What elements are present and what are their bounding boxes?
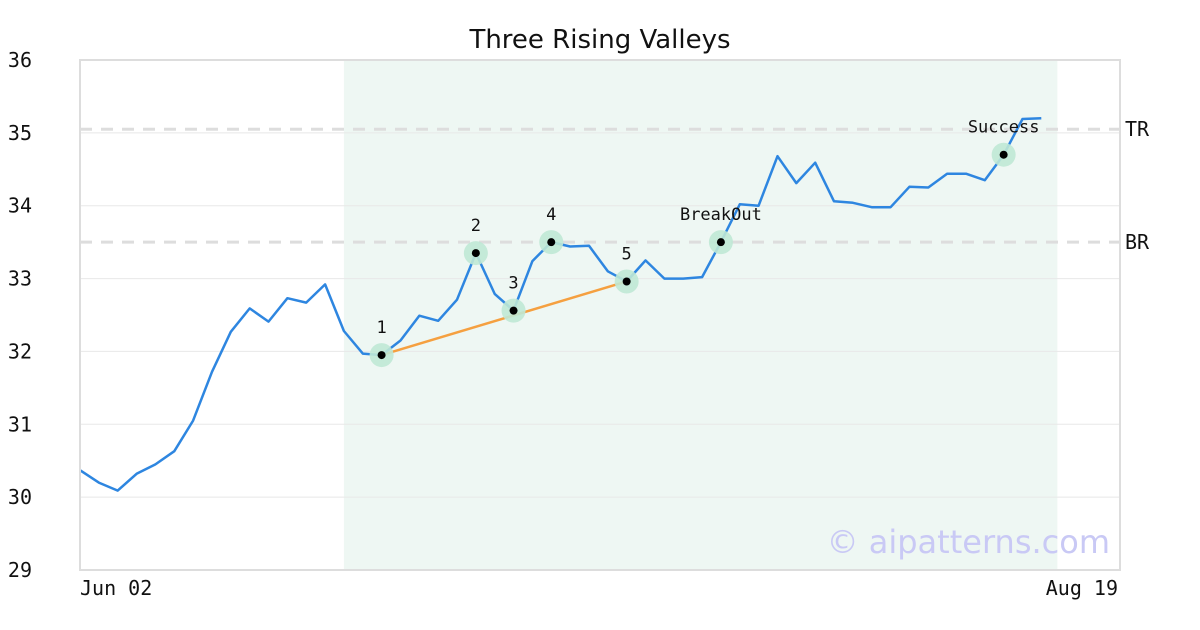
marker-label-breakout: BreakOut <box>680 205 762 225</box>
marker-label-success: Success <box>968 118 1040 138</box>
y-tick-label: 31 <box>8 412 32 436</box>
marker-label-2: 2 <box>471 216 481 236</box>
marker-label-4: 4 <box>546 205 556 225</box>
marker-dot-3 <box>509 306 518 315</box>
level-label-tr: TR <box>1125 117 1150 141</box>
pattern-region-shade <box>343 60 1058 570</box>
y-tick-label: 34 <box>8 194 32 218</box>
gridlines <box>80 132 1120 498</box>
y-tick-label: 33 <box>8 267 32 291</box>
watermark: © aipatterns.com <box>827 523 1110 561</box>
y-axis-ticks: 29 30 31 32 33 34 35 36 <box>8 48 32 582</box>
marker-label-1: 1 <box>376 318 386 338</box>
y-tick-label: 30 <box>8 485 32 509</box>
x-tick-end: Aug 19 <box>1046 576 1118 600</box>
marker-dot-1 <box>377 351 386 360</box>
pattern-markers: 1 2 3 4 5 BreakOut Success <box>369 118 1040 368</box>
marker-dot-success <box>999 150 1008 159</box>
valley-trend-line <box>381 280 628 357</box>
level-label-br: BR <box>1125 230 1150 254</box>
marker-dot-2 <box>471 249 480 258</box>
marker-label-3: 3 <box>508 274 518 294</box>
level-lines: TR BR <box>80 117 1150 254</box>
marker-dot-5 <box>622 277 631 286</box>
shaded-pattern-region <box>343 60 1058 570</box>
trend-line <box>381 280 628 357</box>
y-tick-label: 36 <box>8 48 32 72</box>
chart-title: Three Rising Valleys <box>468 25 730 55</box>
y-tick-label: 29 <box>8 558 32 582</box>
marker-dot-4 <box>547 238 556 247</box>
y-tick-label: 32 <box>8 339 32 363</box>
plot-frame <box>79 59 1121 571</box>
marker-label-5: 5 <box>622 244 632 264</box>
x-tick-start: Jun 02 <box>80 576 152 600</box>
y-tick-label: 35 <box>8 121 32 145</box>
marker-dot-breakout <box>716 238 725 247</box>
